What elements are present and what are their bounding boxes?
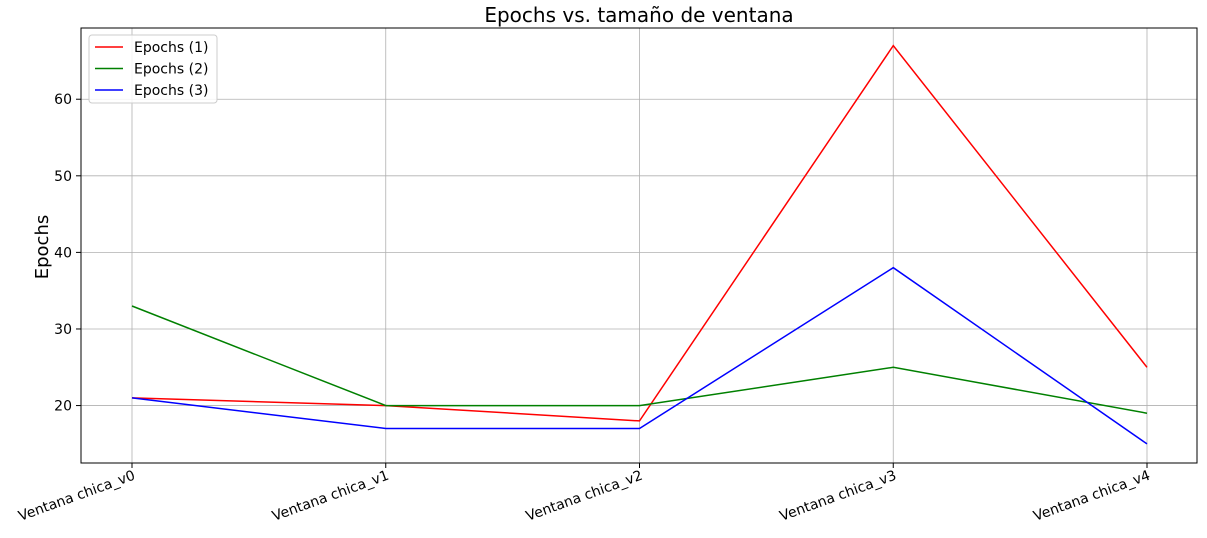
- y-tick-label: 60: [54, 92, 72, 108]
- x-tick-label: Ventana chica_v1: [270, 468, 391, 525]
- legend-box: [88, 34, 218, 104]
- legend-label: Epochs (2): [134, 62, 208, 78]
- x-tick-label: Ventana chica_v0: [16, 468, 137, 525]
- chart-title: Epochs vs. tamaño de ventana: [484, 3, 793, 27]
- series-line: [131, 266, 1148, 445]
- legend-label: Epochs (1): [134, 40, 208, 56]
- grid: [81, 28, 1197, 463]
- series-line: [131, 44, 1148, 422]
- series-lines: [131, 44, 1148, 445]
- legend-label: Epochs (3): [134, 83, 208, 99]
- x-tick-label: Ventana chica_v4: [1031, 468, 1152, 525]
- series-line: [131, 305, 1148, 414]
- x-tick-label: Ventana chica_v2: [524, 468, 645, 525]
- y-tick-label: 40: [54, 245, 72, 261]
- y-tick-label: 20: [54, 399, 72, 415]
- y-axis-label: Epochs: [32, 215, 53, 280]
- x-tick-label: Ventana chica_v3: [778, 468, 899, 525]
- plot-frame: [80, 27, 1198, 464]
- y-tick-label: 50: [54, 169, 72, 185]
- y-tick-label: 30: [54, 322, 72, 338]
- legend: Epochs (1) Epochs (2) Epochs (3): [88, 34, 218, 104]
